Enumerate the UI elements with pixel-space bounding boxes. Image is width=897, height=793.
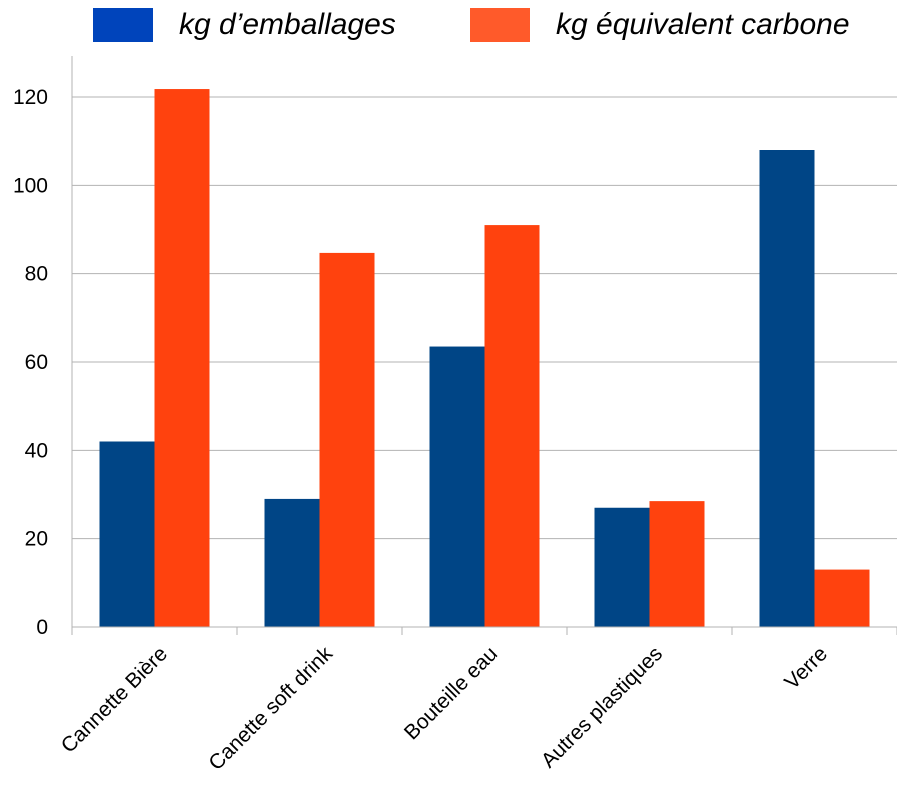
y-tick-label: 40	[25, 439, 48, 462]
y-tick-label: 60	[25, 351, 48, 374]
bar	[99, 441, 155, 627]
bar	[594, 507, 650, 627]
legend-item-emballages: kg d’emballages	[93, 8, 396, 42]
x-tick-label: Bouteille eau	[400, 642, 502, 744]
bar	[484, 225, 540, 628]
bar	[649, 501, 705, 627]
bar	[759, 150, 815, 627]
legend-swatch-carbone	[470, 8, 530, 42]
bar	[154, 89, 210, 628]
bar	[429, 346, 485, 627]
y-tick-label: 80	[25, 263, 48, 286]
y-tick-label: 0	[36, 616, 48, 639]
bar	[319, 252, 375, 628]
x-tick-label: Canette soft drink	[204, 642, 337, 775]
x-tick-label: Cannette Bière	[57, 642, 172, 757]
legend-label-emballages: kg d’emballages	[179, 8, 396, 41]
x-tick-label: Autres plastiques	[537, 642, 667, 772]
y-tick-label: 120	[13, 86, 48, 109]
y-tick-label: 100	[13, 174, 48, 197]
legend: kg d’emballages kg équivalent carbone	[0, 8, 897, 48]
bar	[264, 498, 320, 627]
legend-label-carbone: kg équivalent carbone	[556, 8, 850, 41]
x-tick-label: Verre	[780, 642, 832, 694]
legend-swatch-emballages	[93, 8, 153, 42]
bar	[814, 569, 870, 627]
legend-item-carbone: kg équivalent carbone	[470, 8, 850, 42]
y-tick-label: 20	[25, 528, 48, 551]
